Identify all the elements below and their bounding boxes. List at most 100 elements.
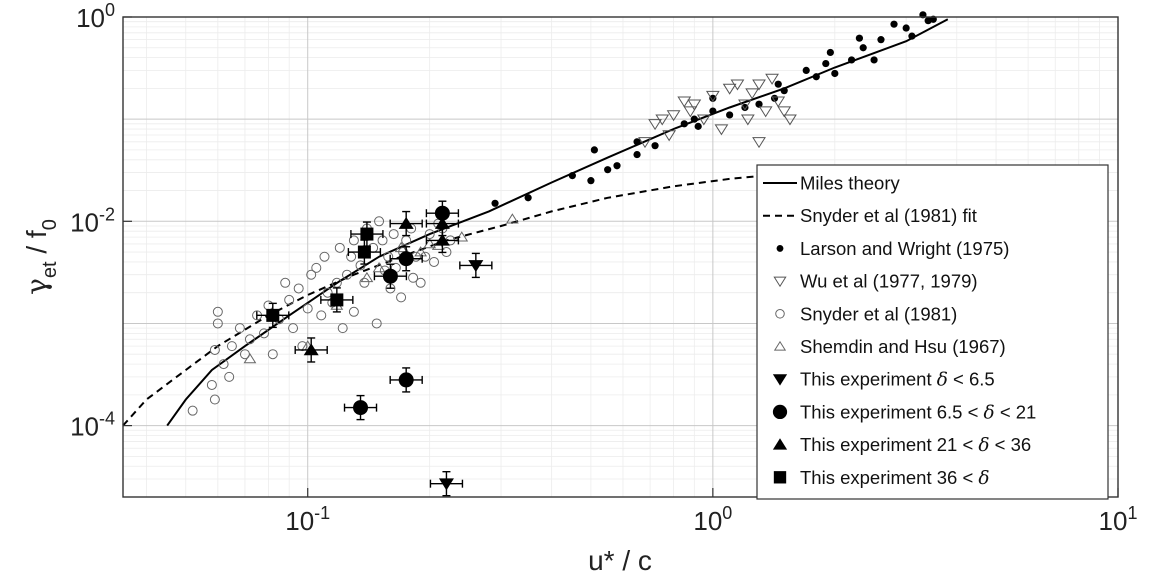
data-point bbox=[855, 34, 864, 42]
data-point bbox=[777, 106, 792, 118]
data-point bbox=[677, 96, 692, 108]
data-point bbox=[212, 318, 223, 329]
legend-item: Snyder et al (1981) bbox=[775, 303, 957, 324]
data-point bbox=[870, 56, 878, 64]
data-point bbox=[780, 87, 788, 95]
data-point bbox=[398, 251, 414, 267]
data-point bbox=[396, 292, 407, 303]
data-point bbox=[355, 260, 366, 271]
data-point bbox=[429, 256, 440, 267]
data-point bbox=[740, 114, 755, 126]
data-point bbox=[311, 262, 322, 273]
data-point bbox=[306, 269, 317, 280]
data-point bbox=[568, 172, 576, 180]
legend-label: Wu et al (1977, 1979) bbox=[800, 271, 978, 292]
data-point bbox=[302, 303, 313, 314]
series-0 bbox=[166, 18, 949, 427]
legend-marker bbox=[773, 276, 787, 288]
data-point bbox=[590, 146, 598, 154]
data-point bbox=[337, 323, 348, 334]
data-point bbox=[398, 216, 414, 229]
data-point bbox=[468, 260, 484, 273]
data-point bbox=[822, 59, 830, 68]
y-tick-label: 100 bbox=[76, 0, 115, 33]
legend-item: This experiment 21 < δ < 36 bbox=[772, 434, 1031, 456]
data-point bbox=[741, 103, 749, 112]
data-point bbox=[398, 372, 414, 388]
data-point bbox=[288, 323, 299, 334]
series-8 bbox=[294, 210, 460, 363]
data-point bbox=[877, 36, 885, 44]
data-point bbox=[434, 233, 450, 246]
data-point bbox=[651, 142, 659, 150]
legend-marker bbox=[772, 438, 788, 450]
data-point bbox=[722, 83, 737, 95]
data-point bbox=[831, 69, 839, 78]
data-point bbox=[372, 261, 386, 273]
x-tick-label: 100 bbox=[693, 503, 732, 536]
data-point bbox=[388, 229, 399, 240]
data-point bbox=[859, 44, 867, 52]
data-point bbox=[234, 323, 245, 334]
axis-tick-labels: 10-1 100 101 10-4 10-2 100 bbox=[70, 0, 1137, 536]
data-point bbox=[243, 352, 257, 364]
svg-text:γet / f0: γet / f0 bbox=[20, 219, 61, 295]
data-point bbox=[357, 245, 371, 259]
data-point bbox=[293, 283, 304, 294]
legend-item: This experiment 6.5 < δ < 21 bbox=[772, 401, 1036, 423]
data-point bbox=[771, 96, 786, 108]
legend-item: Wu et al (1977, 1979) bbox=[773, 271, 978, 292]
data-point bbox=[752, 79, 766, 91]
data-point bbox=[341, 269, 352, 280]
data-point bbox=[694, 122, 702, 130]
data-point bbox=[765, 73, 779, 85]
data-point bbox=[491, 199, 499, 207]
legend-label: Shemdin and Hsu (1967) bbox=[800, 336, 1006, 357]
data-point bbox=[783, 114, 797, 126]
data-point bbox=[266, 308, 280, 322]
data-point bbox=[613, 162, 621, 170]
legend-box bbox=[756, 164, 1109, 500]
data-point bbox=[758, 106, 773, 118]
data-point bbox=[687, 99, 702, 111]
legend-label: This experiment δ < 6.5 bbox=[800, 369, 995, 391]
data-point bbox=[212, 306, 223, 317]
legend-marker bbox=[772, 374, 788, 386]
legend-marker bbox=[773, 471, 787, 484]
data-point bbox=[604, 166, 612, 174]
data-point bbox=[382, 268, 398, 284]
data-point bbox=[709, 107, 717, 115]
legend-item: Shemdin and Hsu (1967) bbox=[773, 336, 1006, 357]
data-point bbox=[705, 90, 720, 102]
data-point bbox=[267, 349, 278, 360]
data-point bbox=[774, 80, 782, 88]
data-point bbox=[680, 120, 688, 128]
data-point bbox=[322, 287, 333, 298]
data-point bbox=[334, 242, 345, 253]
data-point bbox=[360, 271, 374, 283]
x-tick-label: 101 bbox=[1099, 503, 1138, 536]
axis-tick-marks bbox=[123, 16, 1119, 497]
legend-marker bbox=[773, 340, 787, 351]
data-point bbox=[209, 344, 220, 355]
data-point bbox=[587, 177, 595, 185]
legend-marker bbox=[775, 309, 785, 319]
series-6 bbox=[429, 252, 493, 497]
data-point bbox=[187, 405, 198, 416]
series-3 bbox=[638, 73, 797, 149]
data-point bbox=[360, 227, 374, 241]
x-axis-label: u* / c bbox=[588, 545, 652, 576]
legend: Miles theory Snyder et al (1981) fit Larso… bbox=[756, 164, 1109, 500]
data-point bbox=[303, 343, 319, 356]
data-point bbox=[259, 328, 269, 339]
data-point bbox=[505, 213, 519, 224]
data-point bbox=[414, 246, 428, 257]
data-point bbox=[226, 341, 237, 352]
legend-marker bbox=[776, 244, 784, 252]
data-point bbox=[730, 79, 745, 91]
data-point bbox=[206, 379, 217, 390]
data-point bbox=[244, 334, 255, 345]
legend-label: Larson and Wright (1975) bbox=[800, 238, 1009, 259]
legend-item: Snyder et al (1981) fit bbox=[763, 205, 977, 226]
